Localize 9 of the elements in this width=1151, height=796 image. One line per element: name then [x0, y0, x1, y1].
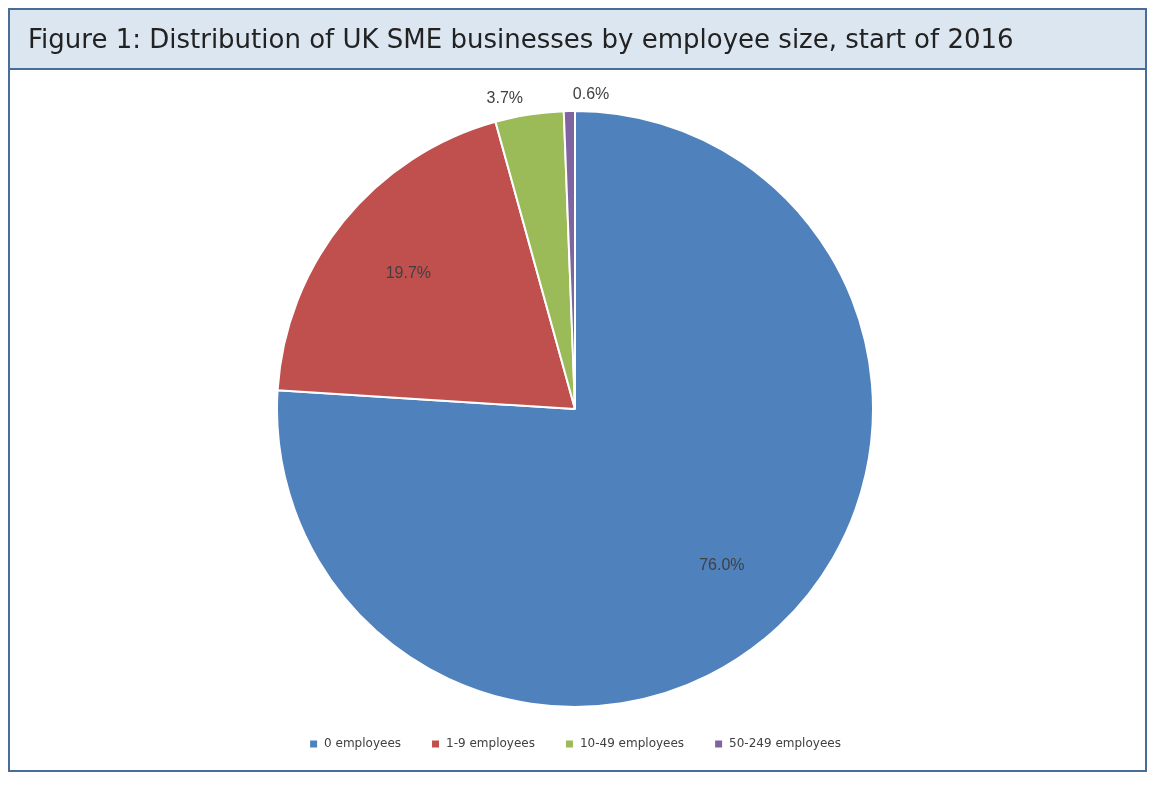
legend-label: 0 employees — [324, 736, 402, 751]
data-label: 3.7% — [486, 89, 524, 107]
data-label: 19.7% — [385, 264, 432, 282]
legend-label: 1-9 employees — [446, 736, 535, 751]
legend-label: 50-249 employees — [729, 736, 841, 751]
data-label: 76.0% — [699, 555, 745, 573]
chart-title: Figure 1: Distribution of UK SME businesses by employee size, start of 2016 — [10, 8, 1145, 70]
legend-label: 10-49 employees — [579, 736, 685, 751]
data-label: 0.6% — [572, 85, 610, 103]
